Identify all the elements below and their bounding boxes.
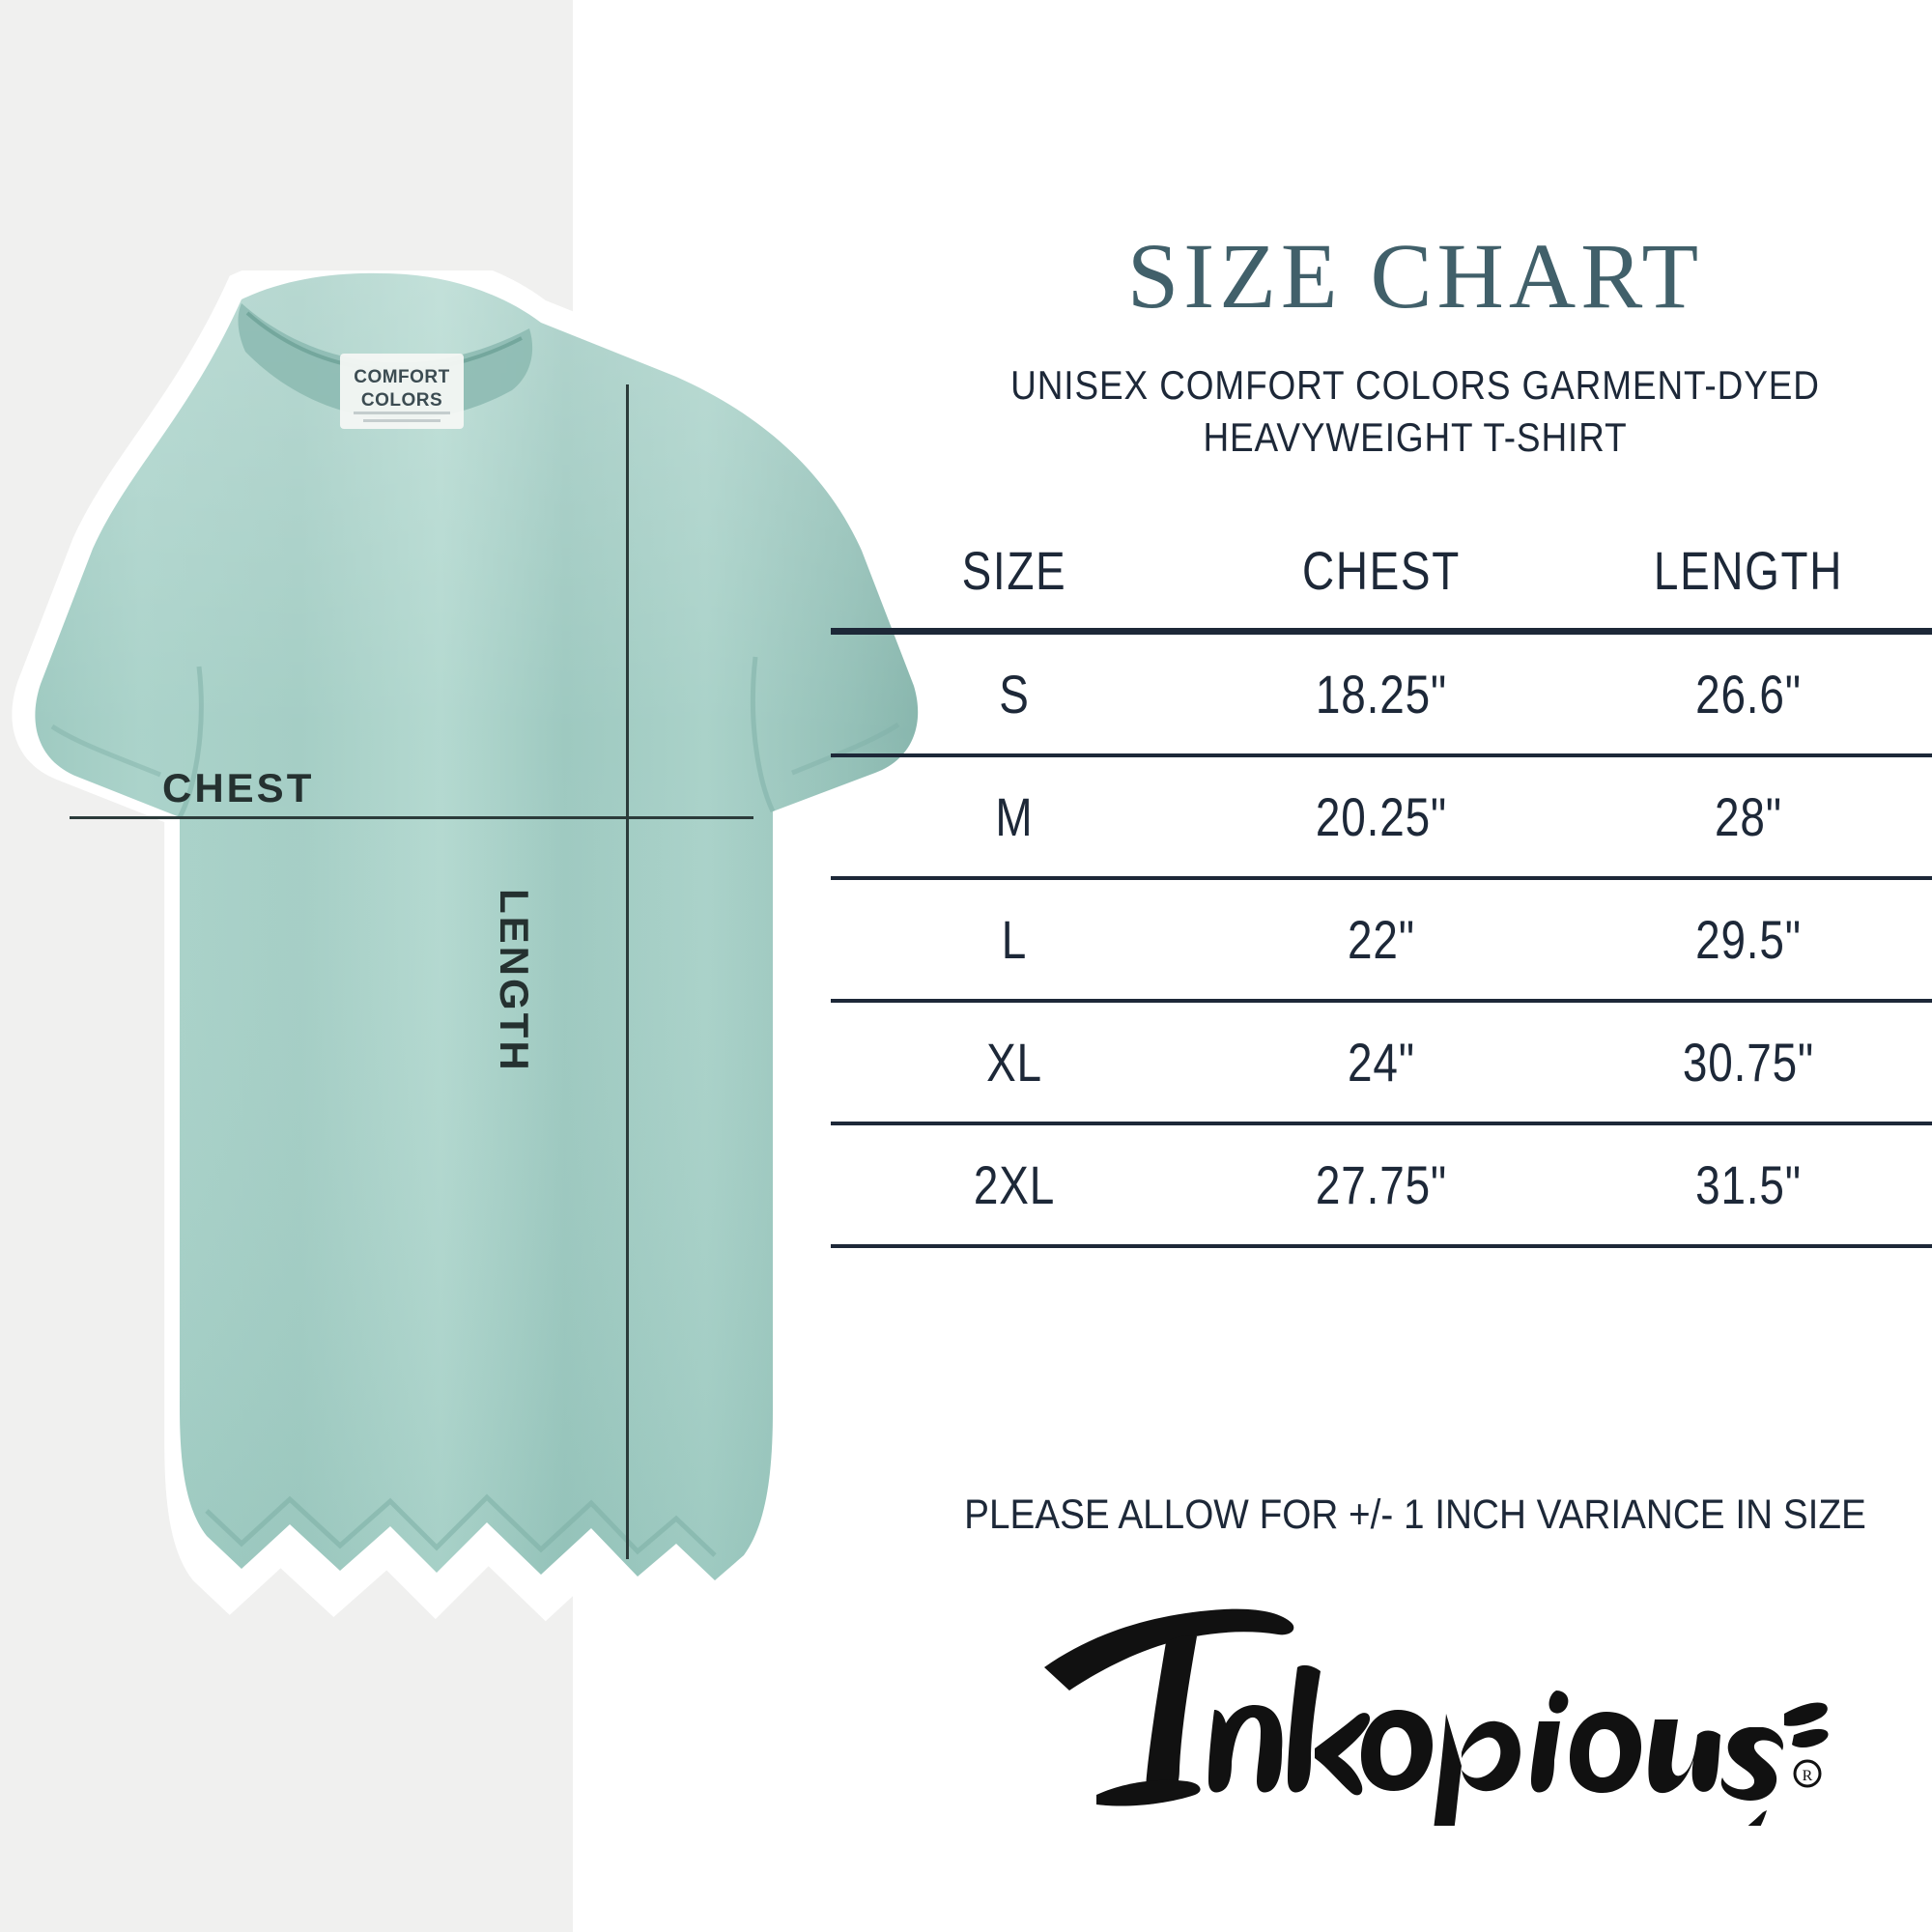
table-header-row: SIZE CHEST LENGTH (831, 522, 1932, 618)
neck-tag-brand-line-2: COLORS (361, 390, 442, 411)
cell-length: 31.5" (1694, 1154, 1802, 1215)
cell-chest: 22" (1348, 909, 1415, 970)
shirt-right-cuff-hem (791, 722, 900, 776)
inkopious-wordmark-svg: R (1044, 1608, 1829, 1853)
cell-size: XL (986, 1032, 1042, 1093)
registered-trademark-icon: R (1793, 1759, 1822, 1788)
cell-length: 29.5" (1694, 909, 1802, 970)
cell-size: L (1001, 909, 1028, 970)
cell-chest: 18.25" (1315, 664, 1447, 724)
shirt-shading (35, 272, 919, 1580)
column-header-size: SIZE (961, 539, 1067, 601)
cell-size: S (999, 664, 1030, 724)
cell-length: 26.6" (1694, 664, 1802, 724)
table-header-rule (831, 628, 1932, 635)
table-row: 2XL 27.75" 31.5" (831, 1125, 1932, 1244)
brand-script-strokes (1044, 1608, 1829, 1853)
table-row: XL 24" 30.75" (831, 1003, 1932, 1122)
neck-tag-background (340, 354, 464, 429)
table-bottom-rule (831, 1244, 1932, 1248)
table-row: L 22" 29.5" (831, 880, 1932, 999)
neck-tag-fineprint-1 (354, 412, 450, 414)
cell-size: M (995, 786, 1034, 847)
cell-chest: 27.75" (1315, 1154, 1447, 1215)
variance-note: PLEASE ALLOW FOR +/- 1 INCH VARIANCE IN … (964, 1492, 1866, 1538)
page-title: SIZE CHART (1126, 224, 1704, 327)
shirt-left-sleeve-seam (177, 666, 204, 819)
tshirt-product-photo: COMFORT COLORS (0, 270, 927, 1623)
table-row: S 18.25" 26.6" (831, 635, 1932, 753)
cell-chest: 24" (1348, 1032, 1415, 1093)
column-header-length: LENGTH (1653, 539, 1843, 601)
tshirt-illustration: COMFORT COLORS (12, 270, 927, 1623)
size-chart-table: SIZE CHEST LENGTH S 18.25" 26.6" M 20.25… (831, 522, 1932, 1248)
size-chart-panel: SIZE CHART UNISEX COMFORT COLORS GARMENT… (831, 0, 1932, 1932)
neck-tag-fineprint-2 (363, 419, 440, 422)
shirt-right-sleeve-seam (750, 656, 776, 813)
table-row-divider (831, 999, 1932, 1003)
inkopious-brand-logo: R (952, 1575, 1879, 1853)
table-row-divider (831, 753, 1932, 757)
cell-size: 2XL (973, 1154, 1056, 1215)
cell-chest: 20.25" (1315, 786, 1447, 847)
table-row-divider (831, 876, 1932, 880)
neck-label-tag: COMFORT COLORS (340, 354, 464, 429)
shirt-left-cuff-hem (50, 724, 161, 778)
column-header-chest: CHEST (1302, 539, 1461, 601)
svg-text:R: R (1803, 1768, 1813, 1784)
cell-length: 30.75" (1682, 1032, 1814, 1093)
neck-tag-brand-line-1: COMFORT (354, 367, 450, 387)
subtitle-line-1: UNISEX COMFORT COLORS GARMENT-DYED (1010, 362, 1820, 408)
subtitle-line-2: HEAVYWEIGHT T-SHIRT (1203, 413, 1628, 460)
cell-length: 28" (1714, 786, 1782, 847)
shirt-bottom-hem (205, 1493, 717, 1557)
table-row: M 20.25" 28" (831, 757, 1932, 876)
table-row-divider (831, 1122, 1932, 1125)
page-subtitle: UNISEX COMFORT COLORS GARMENT-DYED HEAVY… (1008, 359, 1824, 464)
